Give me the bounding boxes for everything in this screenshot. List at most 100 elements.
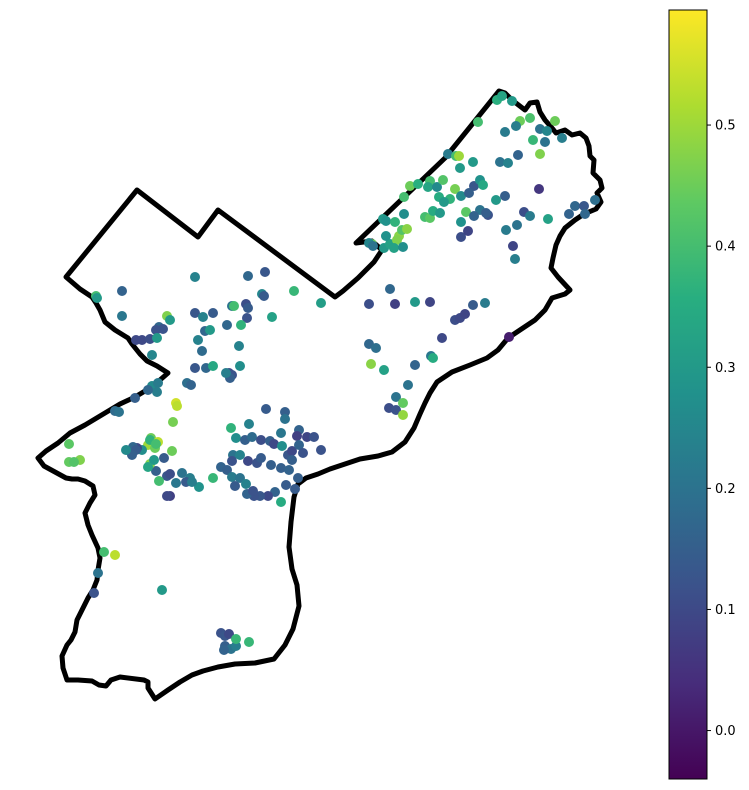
data-point (247, 432, 257, 442)
data-point (235, 361, 245, 371)
data-point (260, 267, 270, 277)
data-point (236, 320, 246, 330)
data-point (580, 209, 590, 219)
data-point (469, 211, 479, 221)
data-point (368, 241, 378, 251)
data-point (525, 211, 535, 221)
data-point (590, 195, 600, 205)
data-point (226, 423, 236, 433)
data-point (280, 407, 290, 417)
data-point (501, 225, 511, 235)
data-point (117, 286, 127, 296)
data-point (500, 127, 510, 137)
data-point (390, 217, 400, 227)
data-point (227, 472, 237, 482)
data-point (391, 405, 401, 415)
data-point (190, 272, 200, 282)
data-point (64, 439, 74, 449)
data-point (364, 299, 374, 309)
data-point (473, 117, 483, 127)
colorbar-tick-label: 0.0 (715, 724, 736, 739)
data-point (162, 491, 172, 501)
data-point (276, 463, 286, 473)
data-point (222, 320, 232, 330)
data-point (168, 417, 178, 427)
data-point (171, 478, 181, 488)
data-point (480, 298, 490, 308)
data-point (89, 588, 99, 598)
data-point (454, 151, 464, 161)
data-point (157, 585, 167, 595)
data-point (508, 241, 518, 251)
data-point (224, 629, 234, 639)
data-point (525, 113, 535, 123)
data-point (468, 300, 478, 310)
data-point (481, 208, 491, 218)
data-point (455, 163, 465, 173)
data-point (294, 440, 304, 450)
data-point (287, 455, 297, 465)
data-point (243, 303, 253, 313)
data-point (443, 149, 453, 159)
data-point (570, 201, 580, 211)
data-point (371, 343, 381, 353)
data-point (234, 341, 244, 351)
data-point (242, 313, 252, 323)
data-point (540, 137, 550, 147)
data-point (99, 547, 109, 557)
data-point (153, 378, 163, 388)
data-point (267, 312, 277, 322)
data-point (513, 150, 523, 160)
data-point (165, 469, 175, 479)
data-point (280, 414, 290, 424)
colorbar-ticks: 0.0 0.1 0.2 0.3 0.4 0.5 (707, 119, 736, 739)
data-point (93, 568, 103, 578)
data-point (398, 410, 408, 420)
data-point (366, 359, 376, 369)
data-point (147, 350, 157, 360)
data-point (149, 455, 159, 465)
data-point (197, 346, 207, 356)
colorbar: 0.0 0.1 0.2 0.3 0.4 0.5 (668, 9, 736, 780)
data-point (219, 645, 229, 655)
data-point (463, 226, 473, 236)
data-point (281, 480, 291, 490)
data-point (277, 441, 287, 451)
data-point (92, 293, 102, 303)
data-point (410, 360, 420, 370)
data-point (390, 299, 400, 309)
data-point (186, 380, 196, 390)
data-point (130, 393, 140, 403)
data-point (263, 491, 273, 501)
data-point (235, 450, 245, 460)
data-point (507, 96, 517, 106)
data-point (491, 195, 501, 205)
data-point (143, 385, 153, 395)
data-point (500, 191, 510, 201)
data-point (287, 446, 297, 456)
data-point (244, 637, 254, 647)
data-point (159, 453, 169, 463)
data-point (230, 481, 240, 491)
data-point (316, 445, 326, 455)
data-point (504, 332, 514, 342)
data-point (292, 431, 302, 441)
data-point (456, 191, 466, 201)
data-point (290, 484, 300, 494)
data-point (385, 284, 395, 294)
data-point (438, 175, 448, 185)
data-point (437, 333, 447, 343)
data-point (231, 433, 241, 443)
data-point (229, 301, 239, 311)
data-point (464, 188, 474, 198)
data-point (227, 456, 237, 466)
data-point (543, 214, 553, 224)
data-point (231, 641, 241, 651)
data-point (403, 380, 413, 390)
data-point (198, 312, 208, 322)
data-point (110, 550, 120, 560)
data-point (231, 634, 241, 644)
data-point (151, 439, 161, 449)
data-point (193, 335, 203, 345)
